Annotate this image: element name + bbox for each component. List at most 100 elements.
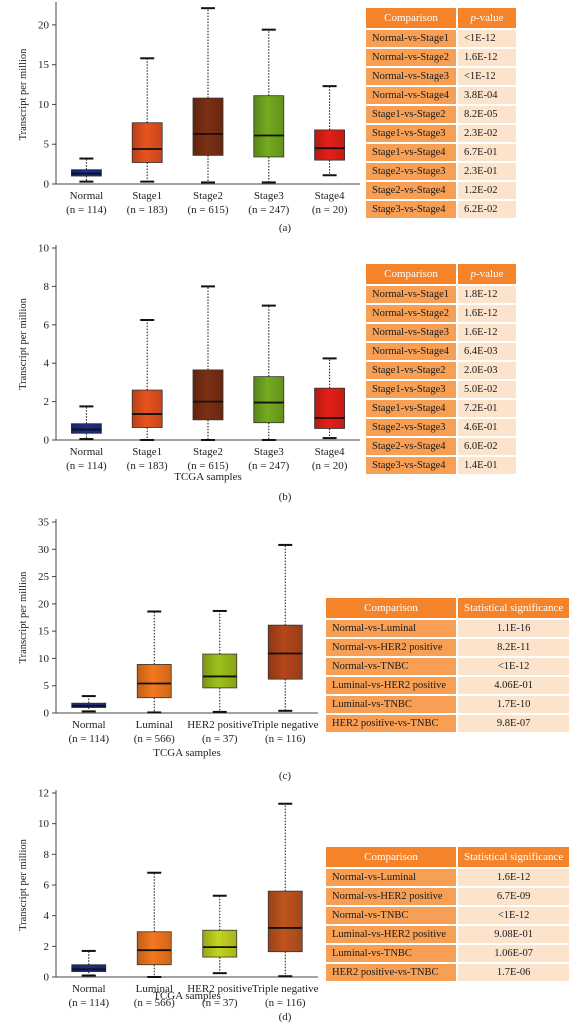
table-row: Stage2-vs-Stage3 4.6E-01 bbox=[366, 419, 516, 436]
y-tick-label: 2 bbox=[44, 941, 50, 953]
table-row: Stage1-vs-Stage3 2.3E-02 bbox=[366, 125, 516, 142]
value-cell: 2.3E-01 bbox=[458, 163, 516, 180]
comparison-cell: Normal-vs-TNBC bbox=[326, 658, 458, 675]
y-tick-label: 15 bbox=[38, 59, 50, 71]
box-normal bbox=[71, 157, 102, 183]
sample-size-label: (n = 20) bbox=[312, 460, 348, 472]
comparison-cell: Stage2-vs-Stage3 bbox=[366, 163, 458, 180]
y-tick-label: 10 bbox=[38, 99, 50, 111]
sample-size-label: (n = 116) bbox=[265, 997, 306, 1009]
value-cell: 6.4E-03 bbox=[458, 343, 516, 360]
value-cell: 1.7E-06 bbox=[458, 964, 570, 981]
comparison-cell: Normal-vs-Stage3 bbox=[366, 324, 458, 341]
y-tick-label: 10 bbox=[38, 818, 50, 830]
comparison-cell: Normal-vs-Stage1 bbox=[366, 286, 458, 303]
table-row: HER2 positive-vs-TNBC 1.7E-06 bbox=[326, 964, 570, 981]
box-normal bbox=[71, 695, 107, 713]
table-header-row: Comparison p-value bbox=[366, 8, 516, 28]
x-tick-label: Stage4 bbox=[315, 446, 345, 458]
table-row: Normal-vs-TNBC <1E-12 bbox=[326, 658, 570, 675]
value-cell: 6.7E-01 bbox=[458, 144, 516, 161]
iqr-box bbox=[131, 122, 163, 163]
comparison-cell: HER2 positive-vs-TNBC bbox=[326, 715, 458, 732]
value-cell: 6.0E-02 bbox=[458, 438, 516, 455]
table-row: Luminal-vs-TNBC 1.7E-10 bbox=[326, 696, 570, 713]
y-tick-label: 10 bbox=[38, 653, 50, 665]
pvalue-table-a: Comparison p-value Normal-vs-Stage1 <1E-12 N… bbox=[366, 6, 516, 220]
comparison-cell: HER2 positive-vs-TNBC bbox=[326, 964, 458, 981]
comparison-cell: Stage1-vs-Stage4 bbox=[366, 400, 458, 417]
comparison-cell: Stage1-vs-Stage2 bbox=[366, 106, 458, 123]
x-tick-label: Triple negative bbox=[252, 719, 319, 731]
y-tick-label: 20 bbox=[38, 19, 50, 31]
y-tick-label: 4 bbox=[44, 910, 50, 922]
box-stage3 bbox=[253, 304, 285, 441]
y-tick-label: 6 bbox=[44, 319, 50, 331]
table-row: Normal-vs-Luminal 1.1E-16 bbox=[326, 620, 570, 637]
value-cell: 2.3E-02 bbox=[458, 125, 516, 142]
sample-size-label: (n = 615) bbox=[187, 204, 228, 216]
comparison-cell: Luminal-vs-TNBC bbox=[326, 696, 458, 713]
iqr-box bbox=[136, 664, 172, 699]
panel-caption-c: (c) bbox=[278, 770, 292, 782]
value-cell: 1.2E-02 bbox=[458, 182, 516, 199]
value-cell: 1.8E-12 bbox=[458, 286, 516, 303]
x-tick-label: Normal bbox=[72, 719, 106, 731]
comparison-cell: Luminal-vs-TNBC bbox=[326, 945, 458, 962]
table-row: Normal-vs-Stage1 1.8E-12 bbox=[366, 286, 516, 303]
table-row: Normal-vs-Luminal 1.6E-12 bbox=[326, 869, 570, 886]
box-luminal bbox=[136, 610, 172, 714]
sample-size-label: (n = 183) bbox=[127, 204, 168, 216]
box-normal bbox=[71, 949, 107, 977]
table-row: Stage2-vs-Stage4 6.0E-02 bbox=[366, 438, 516, 455]
boxplot-c: 0 5 10 15 20 25 30 35 Transcript per million Norm… bbox=[18, 517, 319, 760]
value-cell: <1E-12 bbox=[458, 68, 516, 85]
iqr-box bbox=[136, 931, 172, 966]
sample-size-label: (n = 114) bbox=[66, 204, 107, 216]
x-tick-label: Normal bbox=[70, 190, 104, 202]
boxplot-b: 0 2 4 6 8 10 Transcript per million Normal (n = … bbox=[18, 243, 360, 483]
iqr-box bbox=[253, 376, 285, 424]
comparison-cell: Stage1-vs-Stage3 bbox=[366, 125, 458, 142]
x-tick-label: HER2 positive bbox=[187, 719, 252, 731]
iqr-box bbox=[71, 423, 102, 434]
y-tick-label: 25 bbox=[38, 571, 50, 583]
comparison-cell: Normal-vs-Stage4 bbox=[366, 343, 458, 360]
x-tick-label: Normal bbox=[72, 983, 106, 995]
comparison-cell: Normal-vs-HER2 positive bbox=[326, 888, 458, 905]
x-tick-label: Triple negative bbox=[252, 983, 319, 995]
iqr-box bbox=[202, 929, 238, 958]
value-cell: 6.7E-09 bbox=[458, 888, 570, 905]
x-tick-label: Normal bbox=[70, 446, 104, 458]
x-tick-label: Stage2 bbox=[193, 190, 223, 202]
x-tick-label: Luminal bbox=[136, 719, 173, 731]
iqr-box bbox=[253, 95, 285, 158]
box-stage3 bbox=[253, 28, 285, 184]
sample-size-label: (n = 20) bbox=[312, 204, 348, 216]
boxplot-d: 0 2 4 6 8 10 12 Transcript per million Normal (n … bbox=[18, 788, 319, 1010]
box-stage1 bbox=[131, 319, 163, 441]
box-stage2 bbox=[192, 285, 224, 441]
table-row: Normal-vs-Stage3 <1E-12 bbox=[366, 68, 516, 85]
y-tick-label: 0 bbox=[44, 972, 50, 984]
y-axis-label: Transcript per million bbox=[18, 571, 29, 664]
sample-size-label: (n = 114) bbox=[68, 997, 109, 1009]
sample-size-label: (n = 114) bbox=[66, 460, 107, 472]
x-axis-label: TCGA samples bbox=[153, 747, 221, 759]
x-tick-label: Stage3 bbox=[254, 190, 284, 202]
y-tick-label: 5 bbox=[44, 139, 50, 151]
y-tick-label: 15 bbox=[38, 626, 50, 638]
box-stage4 bbox=[314, 85, 346, 177]
x-axis-label: TCGA samples bbox=[153, 990, 221, 1002]
iqr-box bbox=[192, 369, 224, 421]
value-cell: 8.2E-11 bbox=[458, 639, 570, 656]
comparison-cell: Stage2-vs-Stage3 bbox=[366, 419, 458, 436]
value-cell: 1.6E-12 bbox=[458, 869, 570, 886]
comparison-cell: Stage1-vs-Stage2 bbox=[366, 362, 458, 379]
comparison-cell: Stage1-vs-Stage4 bbox=[366, 144, 458, 161]
panel-caption-d: (d) bbox=[278, 1011, 292, 1023]
table-row: Stage2-vs-Stage3 2.3E-01 bbox=[366, 163, 516, 180]
value-cell: 4.06E-01 bbox=[458, 677, 570, 694]
significance-table-c: Comparison Statistical significance Normal… bbox=[326, 596, 570, 734]
value-cell: 1.1E-16 bbox=[458, 620, 570, 637]
